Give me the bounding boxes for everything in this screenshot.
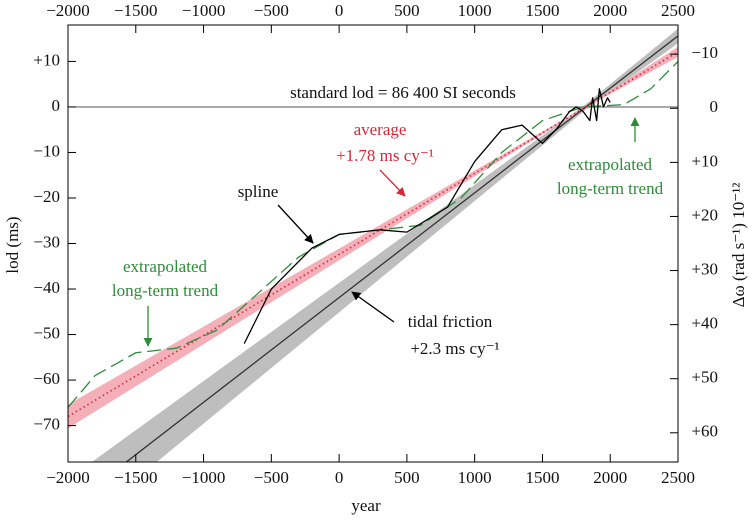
y-tick-label: −10 (33, 141, 60, 160)
uncertainty-band (91, 28, 678, 462)
x-tick-label: 2000 (593, 468, 627, 487)
x2-tick-label: 1000 (458, 1, 492, 20)
x2-tick-label: −2000 (46, 1, 90, 20)
y-tick-label: −50 (33, 323, 60, 342)
x2-tick-label: −500 (254, 1, 289, 20)
x-tick-label: 1000 (458, 468, 492, 487)
arrow (379, 169, 406, 197)
series-line (68, 51, 678, 418)
y2-tick-label: +60 (691, 422, 718, 441)
series-label: average (354, 120, 407, 139)
x-tick-label: 500 (394, 468, 420, 487)
plot-frame (67, 24, 679, 463)
x2-tick-label: 2000 (593, 1, 627, 20)
y-axis-label: lod (ms) (3, 216, 22, 273)
y-tick-label: 0 (52, 96, 61, 115)
x2-tick-label: 1500 (525, 1, 559, 20)
x2-tick-label: 0 (335, 1, 344, 20)
y-tick-label: −20 (33, 187, 60, 206)
arrow (277, 204, 314, 244)
axes: −2000−2000−1500−1500−1000−1000−500−50000… (33, 1, 718, 487)
x-tick-label: −2000 (46, 468, 90, 487)
y2-tick-label: +50 (691, 368, 718, 387)
x2-tick-label: −1000 (182, 1, 226, 20)
y2-tick-label: 0 (710, 97, 719, 116)
y-tick-label: −70 (33, 414, 60, 433)
annotation: extrapolated (123, 257, 208, 276)
annotation: extrapolated (568, 155, 653, 174)
x2-tick-label: −1500 (114, 1, 158, 20)
reference-label: standard lod = 86 400 SI seconds (290, 83, 516, 102)
series-label: spline (238, 182, 279, 201)
x-axis-label: year (351, 496, 381, 515)
rate-label: +1.78 ms cy⁻¹ (336, 146, 434, 165)
x2-tick-label: 500 (394, 1, 420, 20)
y-tick-label: −60 (33, 369, 60, 388)
series-line (243, 88, 611, 344)
annotation: long-term trend (557, 179, 664, 198)
y2-tick-label: −10 (691, 43, 718, 62)
x2-tick-label: 2500 (661, 1, 695, 20)
rate-label: +2.3 ms cy⁻¹ (410, 339, 499, 358)
y-tick-label: +10 (33, 50, 60, 69)
annotation: long-term trend (112, 281, 219, 300)
y2-tick-label: +30 (691, 259, 718, 278)
y2-axis-label: Δω (rad s⁻¹) 10⁻¹² (729, 183, 748, 308)
x-tick-label: −1500 (114, 468, 158, 487)
arrow (351, 291, 395, 323)
y2-tick-label: +10 (691, 151, 718, 170)
lines (68, 35, 678, 462)
x-tick-label: 1500 (525, 468, 559, 487)
y-tick-label: −40 (33, 278, 60, 297)
y2-tick-label: +20 (691, 205, 718, 224)
x-tick-label: 2500 (661, 468, 695, 487)
x-tick-label: −500 (254, 468, 289, 487)
y2-tick-label: +40 (691, 314, 718, 333)
x-tick-label: 0 (335, 468, 344, 487)
series-label: tidal friction (408, 312, 493, 331)
x-tick-label: −1000 (182, 468, 226, 487)
y-tick-label: −30 (33, 232, 60, 251)
